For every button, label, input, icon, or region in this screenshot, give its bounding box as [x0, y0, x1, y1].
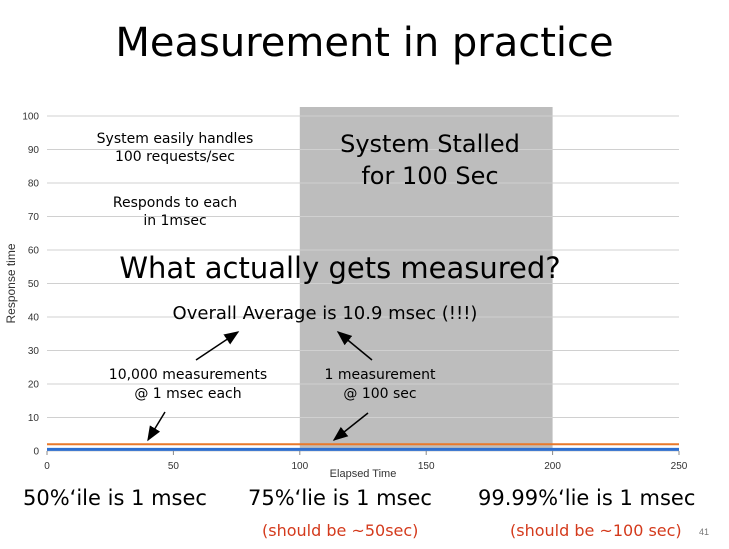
- p9999-correction: (should be ~100 sec): [510, 521, 682, 540]
- x-axis-label: Elapsed Time: [330, 468, 397, 480]
- x-tick-label: 250: [671, 461, 688, 472]
- arrow-right-down: [332, 412, 369, 441]
- response-note-line1: Responds to each: [112, 195, 238, 211]
- y-tick-label: 40: [28, 313, 40, 324]
- left-measurements-note: 10,000 measurements @ 1 msec each: [83, 366, 293, 404]
- x-tick-label: 200: [544, 461, 561, 472]
- right-measurement-note: 1 measurement @ 100 sec: [300, 366, 460, 404]
- response-note: Responds to each in 1msec: [70, 194, 280, 230]
- y-tick-label: 30: [28, 346, 40, 357]
- p50-result: 50%‘ile is 1 msec: [23, 486, 207, 510]
- y-tick-label: 20: [28, 380, 40, 391]
- capacity-note: System easily handles 100 requests/sec: [70, 130, 280, 166]
- y-tick-label: 60: [28, 246, 40, 257]
- y-tick-label: 10: [28, 413, 40, 424]
- y-tick-label: 70: [28, 212, 40, 223]
- y-tick-label: 0: [33, 447, 39, 458]
- p75-result: 75%‘lie is 1 msec: [248, 486, 432, 510]
- capacity-note-line1: System easily handles: [96, 131, 254, 147]
- stall-label: System Stalled for 100 Sec: [305, 128, 555, 192]
- y-tick-label: 80: [28, 179, 40, 190]
- right-measurement-line1: 1 measurement: [324, 367, 436, 383]
- question-heading: What actually gets measured?: [119, 251, 561, 285]
- p75-correction: (should be ~50sec): [262, 521, 419, 540]
- y-axis-label: Response time: [4, 243, 18, 323]
- arrow-right-up: [336, 331, 373, 361]
- p9999-result: 99.99%‘lie is 1 msec: [478, 486, 696, 510]
- y-tick-label: 50: [28, 279, 40, 290]
- left-measurements-line1: 10,000 measurements: [108, 367, 268, 383]
- stall-region: [299, 107, 553, 451]
- left-measurements-line2: @ 1 msec each: [134, 386, 242, 402]
- stall-label-line1: System Stalled: [340, 130, 520, 158]
- x-tick-label: 0: [44, 461, 50, 472]
- x-tick-label: 50: [168, 461, 180, 472]
- page-number: 41: [699, 527, 710, 537]
- right-measurement-line2: @ 100 sec: [343, 386, 417, 402]
- arrow-left-down: [147, 411, 166, 442]
- x-tick-label: 100: [291, 461, 308, 472]
- response-note-line2: in 1msec: [143, 213, 207, 229]
- y-tick-label: 90: [28, 145, 40, 156]
- stall-label-line2: for 100 Sec: [361, 162, 499, 190]
- y-tick-label: 100: [22, 112, 39, 123]
- slide-title: Measurement in practice: [115, 20, 614, 66]
- arrow-left-up: [195, 331, 240, 361]
- capacity-note-line2: 100 requests/sec: [114, 149, 235, 165]
- x-tick-label: 150: [418, 461, 435, 472]
- overall-average: Overall Average is 10.9 msec (!!!): [172, 303, 478, 324]
